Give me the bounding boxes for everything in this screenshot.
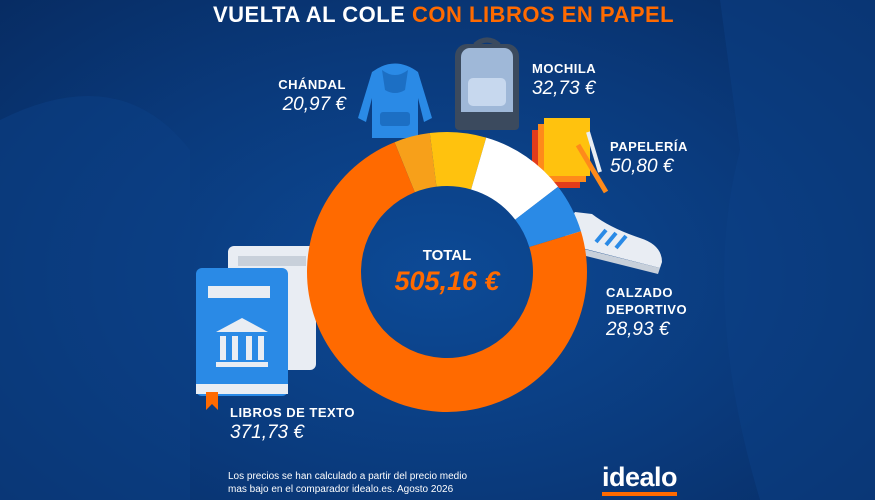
title-highlight: CON LIBROS EN PAPEL [412, 2, 675, 27]
category-label: CHÁNDAL [278, 77, 346, 92]
hoodie-icon [358, 63, 432, 138]
donut-segment [394, 133, 437, 193]
data-label: LIBROS DE TEXTO 371,73 € [230, 404, 380, 444]
background-shape [720, 0, 875, 500]
footnote: Los precios se han calculado a partir de… [228, 471, 468, 495]
total-value: 505,16 € [394, 266, 500, 296]
title-main: VUELTA AL COLE [213, 2, 406, 27]
value-label: 371,73 € [230, 422, 304, 443]
category-label: PAPELERÍA [610, 139, 688, 154]
books-icon [196, 246, 316, 410]
value-label: 32,73 € [532, 78, 596, 99]
brand-text: idealo [602, 462, 678, 496]
category-label: LIBROS DE TEXTO [230, 405, 355, 420]
donut-segment [515, 186, 581, 247]
title: VUELTA AL COLE CON LIBROS EN PAPEL [213, 2, 674, 28]
donut-segment [471, 137, 559, 220]
category-label: CALZADO DEPORTIVO [606, 285, 688, 317]
donut-segment [429, 132, 487, 190]
value-label: 50,80 € [610, 156, 674, 177]
brand-logo: idealo [602, 462, 678, 496]
total-label: TOTAL [422, 247, 472, 264]
data-label: PAPELERÍA 50,80 € [610, 138, 730, 178]
data-label: CALZADO DEPORTIVO 28,93 € [606, 284, 716, 341]
notebooks-icon [532, 118, 609, 194]
sneaker-icon [562, 212, 662, 274]
category-label: MOCHILA [532, 61, 597, 76]
data-label: MOCHILA 32,73 € [532, 60, 652, 100]
background-shape [0, 96, 190, 500]
value-label: 20,97 € [282, 94, 346, 115]
data-label: CHÁNDAL 20,97 € [246, 76, 346, 116]
value-label: 28,93 € [606, 319, 670, 340]
backpack-icon [455, 37, 519, 130]
donut-segment [306, 142, 587, 413]
